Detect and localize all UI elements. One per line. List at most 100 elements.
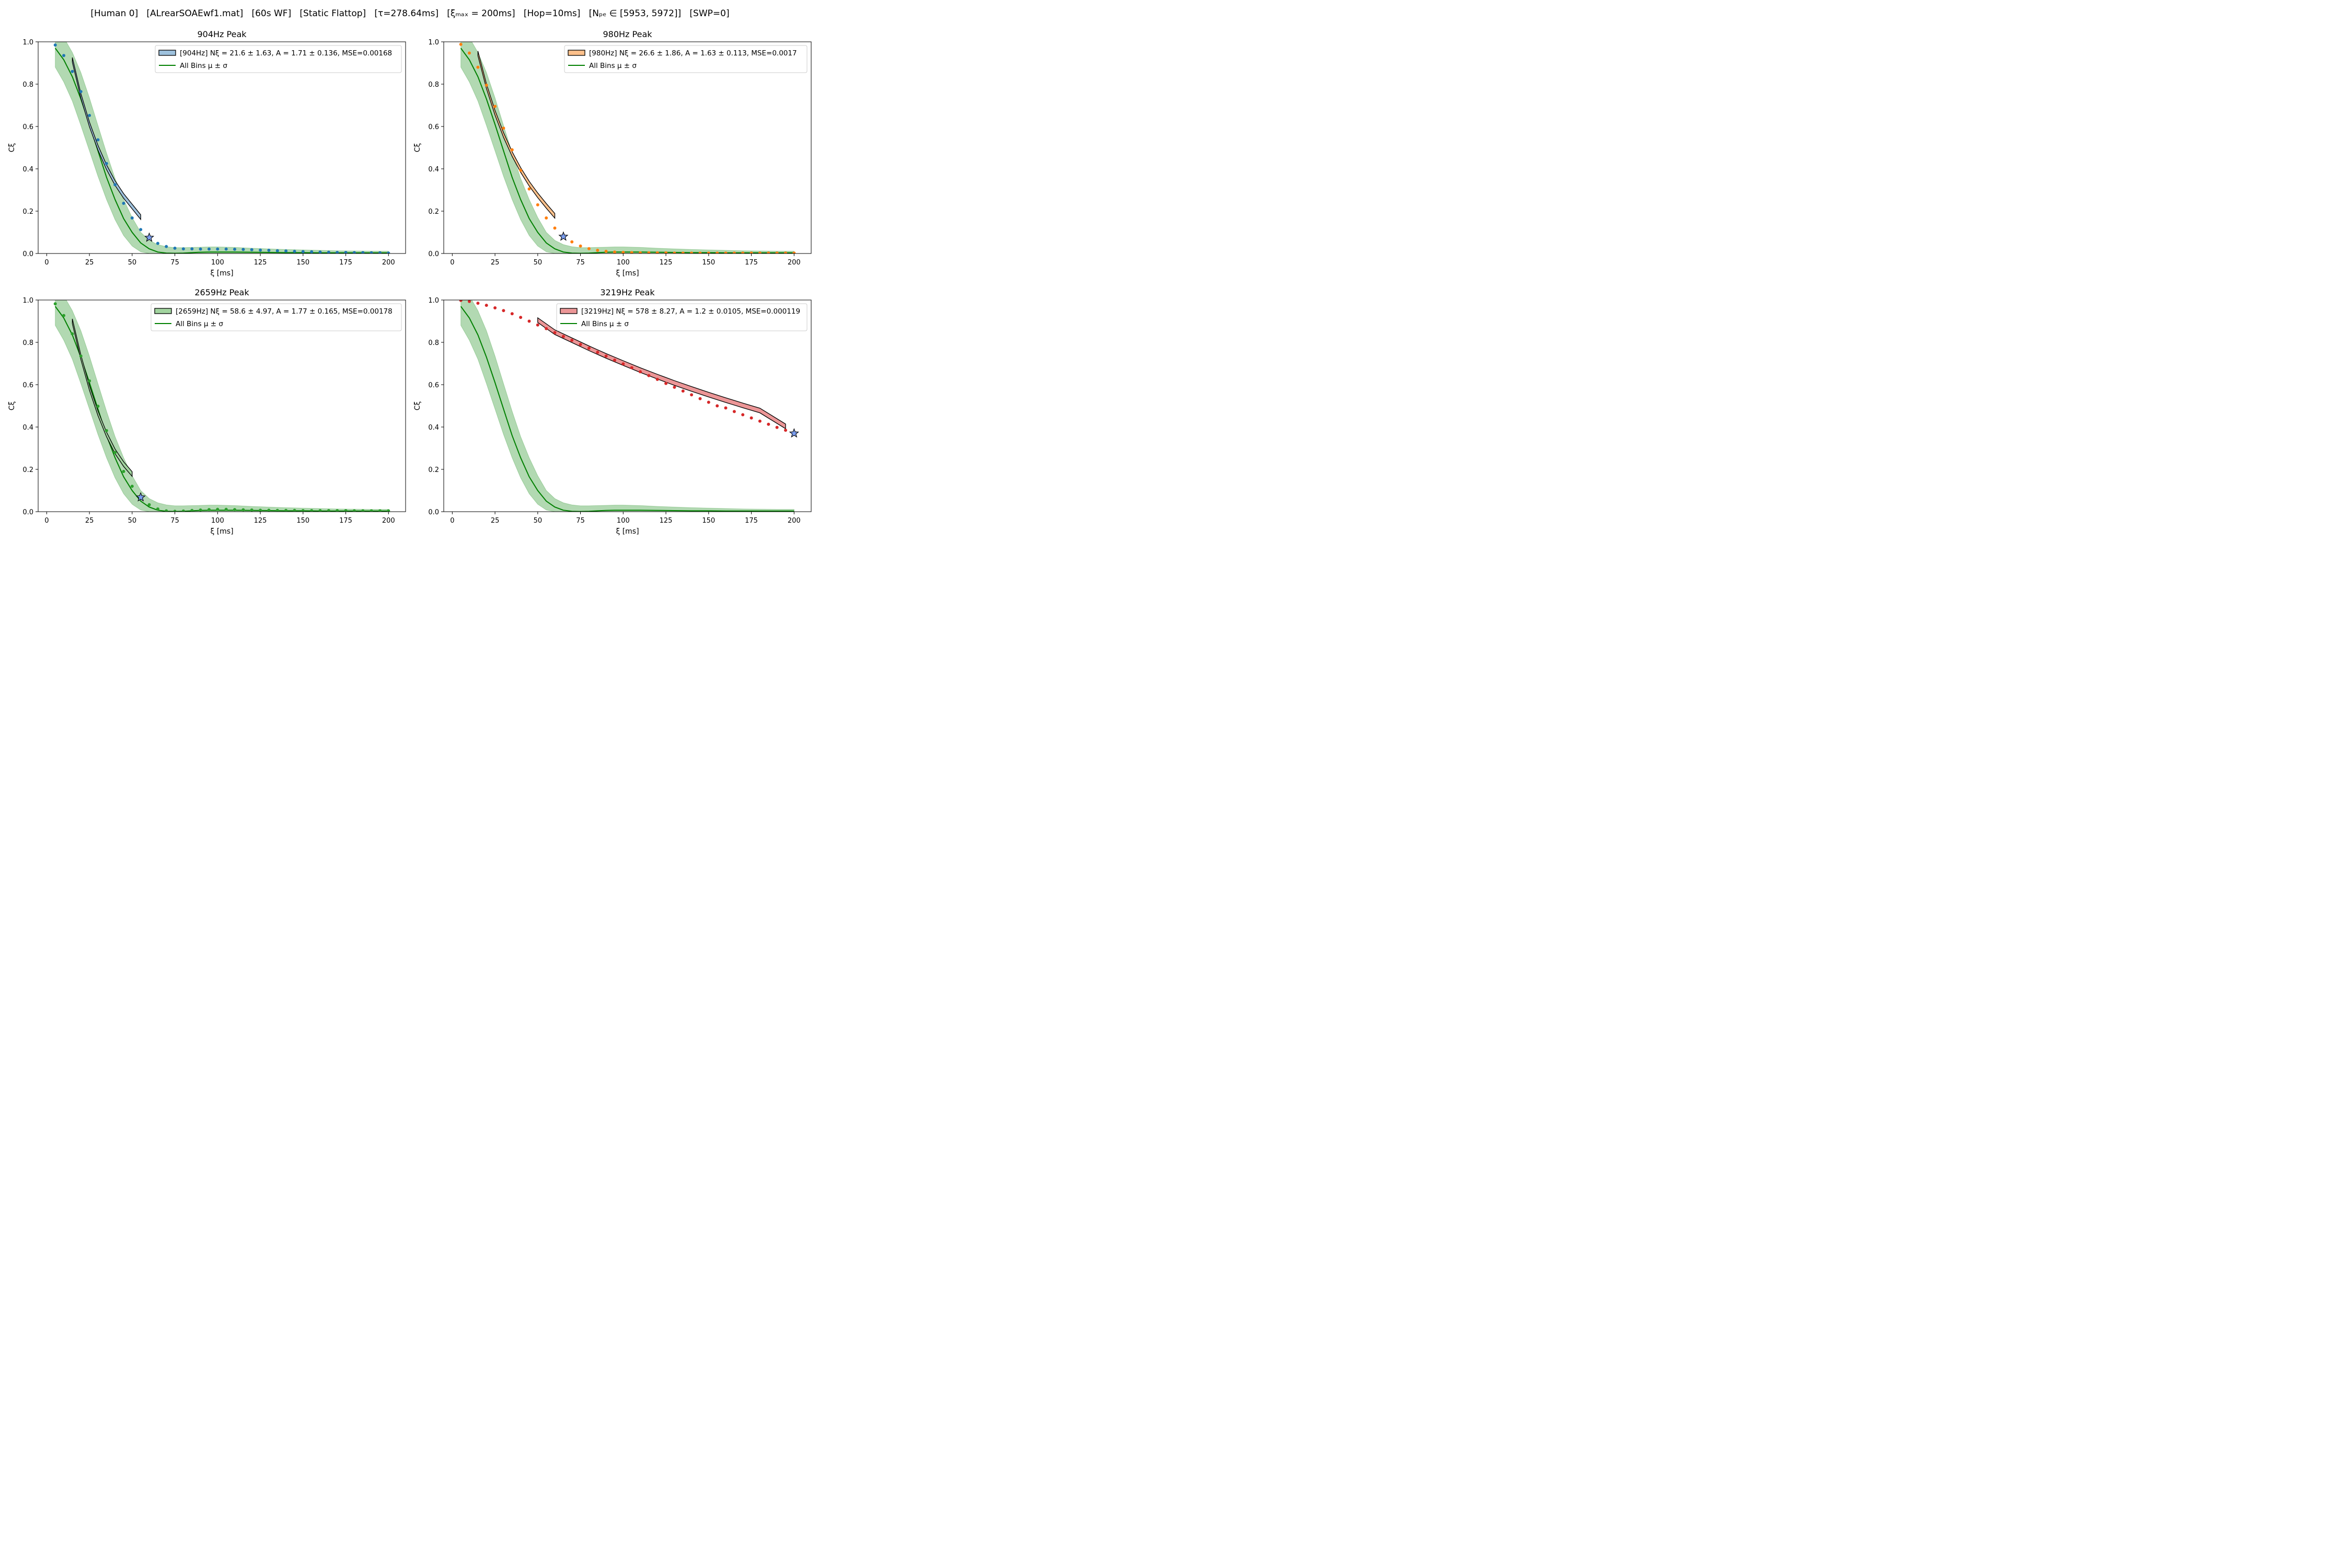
data-point [156,507,159,511]
data-point [545,327,548,330]
x-tick-label: 75 [170,517,179,525]
fit-band [72,318,133,478]
data-point [250,248,253,251]
all-bins-mean-line [460,48,794,253]
chart-title: 3219Hz Peak [600,287,655,297]
x-tick-label: 175 [745,259,758,267]
data-point [105,162,108,165]
x-axis-label: ξ [ms] [210,269,233,278]
y-tick-label: 0.0 [428,509,439,516]
figure-canvas: 0 25 50 75 100 125 150 175 200 0.0 0.2 0.4 0.6 0.8 1.0… [8,29,812,536]
x-tick-label: 100 [211,517,224,525]
x-tick-label: 125 [254,517,267,525]
data-point [224,247,228,251]
data-point [621,362,625,366]
data-point [519,168,523,172]
fit-band [477,51,556,220]
fit-band [72,57,141,221]
y-tick-label: 1.0 [22,39,33,47]
chart-title: 904Hz Peak [197,29,247,39]
figure-suptitle: [Human 0] [ALrearSOAEwf1.mat] [60s WF] [… [90,8,730,19]
all-bins-mean-line [460,306,794,512]
y-tick-label: 0.6 [428,382,439,389]
data-point [604,354,608,358]
data-point [536,203,539,206]
fit-band [537,317,786,430]
data-point [259,509,262,512]
star-marker [789,428,799,438]
data-point [173,246,177,250]
y-tick-label: 0.2 [22,466,33,474]
y-axis-label: Cξ [413,401,422,411]
y-tick-label: 0.4 [428,424,439,432]
data-point [596,248,599,252]
data-point [553,226,557,230]
legend-box [151,303,402,331]
legend-box [564,45,808,73]
data-point [716,404,719,408]
data-point [96,138,100,142]
data-point [378,509,382,512]
x-tick-label: 75 [170,259,179,267]
data-point [587,247,591,250]
y-tick-label: 0.2 [428,208,439,216]
y-tick-label: 0.0 [428,250,439,258]
legend: [3219Hz] Nξ = 578 ± 8.27, A = 1.2 ± 0.01… [556,303,808,331]
data-point [561,335,565,338]
data-point [352,251,356,253]
data-point [485,304,488,307]
x-tick-label: 0 [44,259,49,267]
data-point [336,251,339,253]
data-point [241,248,245,251]
data-point [241,508,245,512]
data-point [493,105,497,108]
data-point [156,241,159,245]
x-tick-label: 175 [339,517,352,525]
data-point [468,51,471,55]
y-axis-label: Cξ [8,401,16,411]
data-point [71,70,74,73]
data-point [344,509,348,512]
data-point [79,354,83,358]
x-tick-label: 25 [85,259,94,267]
data-point [750,416,753,420]
data-point [741,413,745,417]
x-tick-label: 0 [450,517,454,525]
data-point [139,228,143,232]
data-point [647,374,651,377]
data-point [732,251,736,253]
data-point [387,509,390,512]
data-point [96,405,100,408]
data-point [293,509,296,512]
data-point [681,251,685,253]
x-tick-label: 175 [745,517,758,525]
all-bins-sigma-band [460,300,794,512]
axes-frame [38,41,406,254]
data-point [147,503,151,506]
axes-frame [38,299,406,512]
x-tick-label: 200 [382,259,395,267]
data-point [190,509,194,512]
axes-frame [443,299,812,512]
data-point [545,216,548,220]
data-point [53,302,57,306]
data-point [724,406,728,410]
data-point [630,366,633,370]
all-bins-mean-line [54,306,389,512]
legend-box [155,45,402,73]
data-point [784,429,787,432]
data-point [767,422,770,426]
data-point [527,319,531,323]
data-point [664,382,668,385]
x-tick-label: 0 [44,517,49,525]
x-tick-label: 125 [660,517,673,525]
legend: [2659Hz] Nξ = 58.6 ± 4.97, A = 1.77 ± 0.… [151,303,402,331]
x-tick-label: 50 [128,517,137,525]
legend-mean-label: All Bins μ ± σ [180,62,227,70]
x-tick-label: 50 [534,517,543,525]
data-point [510,312,514,316]
legend-fit-label: [2659Hz] Nξ = 58.6 ± 4.97, A = 1.77 ± 0.… [176,307,393,316]
data-point [579,343,582,346]
y-tick-label: 0.2 [428,466,439,474]
x-tick-label: 0 [450,259,454,267]
